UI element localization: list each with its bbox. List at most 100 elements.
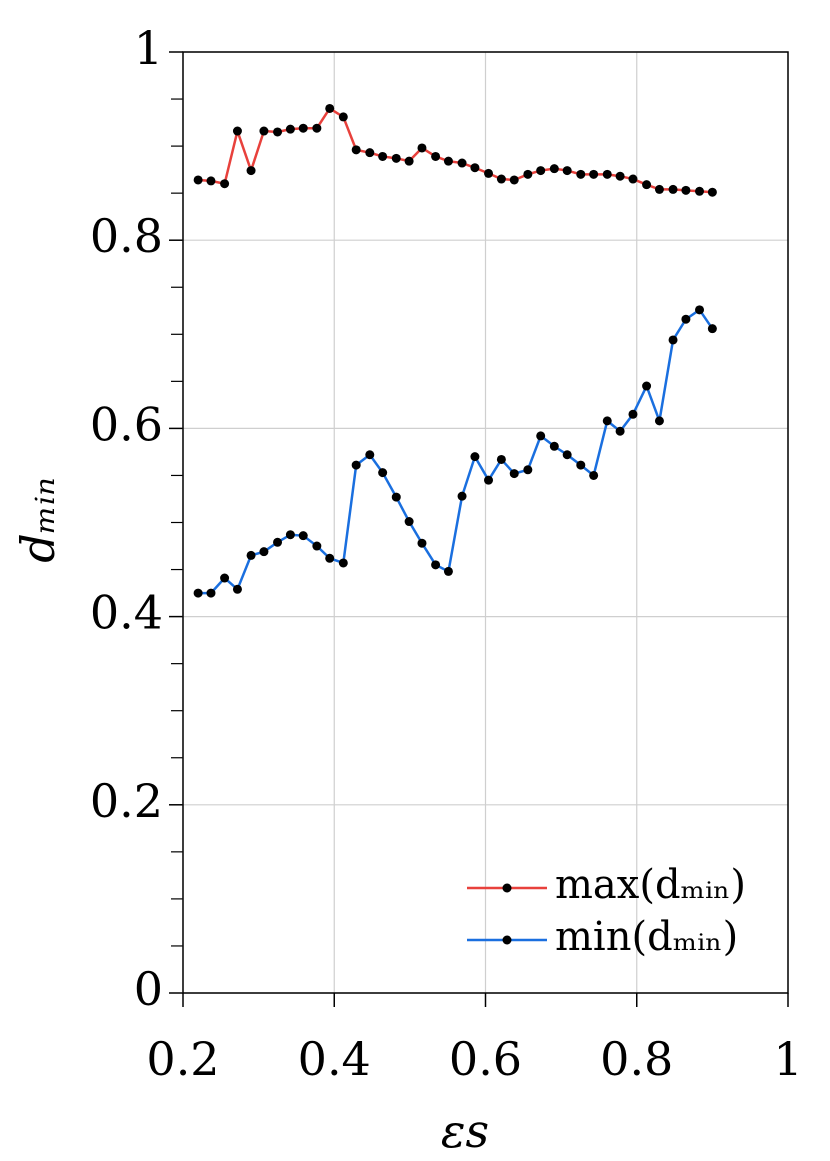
data-point <box>391 153 401 163</box>
data-point <box>496 174 506 184</box>
data-point <box>378 468 388 478</box>
data-point <box>431 560 441 570</box>
data-point <box>298 123 308 133</box>
y-tick-label: 0.2 <box>90 774 163 828</box>
data-point <box>417 538 427 548</box>
data-point <box>273 127 283 137</box>
data-point <box>654 184 664 194</box>
data-point <box>206 588 216 598</box>
data-point <box>285 530 295 540</box>
x-axis-label: εs <box>441 1104 489 1158</box>
data-point <box>681 185 691 195</box>
data-point <box>615 171 625 181</box>
data-point <box>668 184 678 194</box>
data-point <box>484 168 494 178</box>
data-point <box>523 465 533 475</box>
data-point <box>259 547 269 557</box>
data-point <box>654 416 664 426</box>
data-point <box>484 475 494 485</box>
data-point <box>338 558 348 568</box>
data-point <box>681 314 691 324</box>
data-point <box>576 460 586 470</box>
data-point <box>470 452 480 462</box>
data-point <box>576 169 586 179</box>
data-point <box>707 324 717 334</box>
data-point <box>312 541 322 551</box>
data-point <box>642 381 652 391</box>
data-point <box>351 145 361 155</box>
data-point <box>443 566 453 576</box>
x-tick-label: 0.4 <box>298 1032 371 1086</box>
x-tick-label: 0.6 <box>449 1032 522 1086</box>
data-point <box>285 124 295 134</box>
data-point <box>246 550 256 560</box>
data-point <box>589 169 599 179</box>
data-point <box>628 409 638 419</box>
data-point <box>602 416 612 426</box>
data-point <box>509 175 519 185</box>
legend-label: max(dₘᵢₙ) <box>555 862 746 908</box>
data-point <box>365 148 375 158</box>
data-point <box>220 179 230 189</box>
x-tick-label: 0.2 <box>146 1032 219 1086</box>
plot-frame <box>182 51 789 994</box>
data-point <box>695 305 705 315</box>
data-point <box>246 166 256 176</box>
data-point <box>668 335 678 345</box>
data-point <box>431 151 441 161</box>
data-point <box>193 175 203 185</box>
data-point <box>404 517 414 527</box>
data-point <box>206 176 216 186</box>
y-tick-label: 0.8 <box>90 209 163 263</box>
data-point <box>549 164 559 174</box>
data-point <box>232 584 242 594</box>
y-tick-label: 0.4 <box>90 586 163 640</box>
data-point <box>298 531 308 541</box>
data-point <box>562 166 572 176</box>
data-point <box>457 491 467 501</box>
data-point <box>628 174 638 184</box>
data-point <box>707 187 717 197</box>
data-point <box>523 169 533 179</box>
data-point <box>549 441 559 451</box>
data-point <box>615 426 625 436</box>
data-point <box>602 169 612 179</box>
legend-label: min(dₘᵢₙ) <box>555 914 738 960</box>
series-line <box>198 308 714 595</box>
data-point <box>417 143 427 153</box>
data-point <box>695 186 705 196</box>
x-tick-label: 0.8 <box>600 1032 673 1086</box>
data-point <box>642 180 652 190</box>
legend-marker <box>502 883 512 893</box>
data-point <box>391 492 401 502</box>
y-tick-label: 0 <box>134 962 163 1016</box>
series-line <box>198 106 713 194</box>
data-point <box>509 469 519 479</box>
data-point <box>325 553 335 563</box>
data-point <box>404 156 414 166</box>
data-point <box>351 460 361 470</box>
data-point <box>338 112 348 122</box>
data-point <box>378 151 388 161</box>
data-point <box>220 573 230 583</box>
x-tick-label: 1 <box>773 1032 802 1086</box>
data-point <box>232 126 242 136</box>
data-point <box>536 166 546 176</box>
data-point <box>259 126 269 136</box>
data-point <box>365 450 375 460</box>
y-axis-label: dₘᵢₙ <box>11 477 65 563</box>
data-point <box>470 163 480 173</box>
data-point <box>589 470 599 480</box>
data-point <box>562 450 572 460</box>
data-point <box>443 156 453 166</box>
data-point <box>193 588 203 598</box>
data-point <box>312 123 322 133</box>
data-point <box>496 454 506 464</box>
data-point <box>457 158 467 168</box>
legend-marker <box>502 935 512 945</box>
y-tick-label: 0.6 <box>90 397 163 451</box>
y-tick-label: 1 <box>134 21 163 75</box>
data-point <box>325 103 335 113</box>
data-point <box>536 431 546 441</box>
